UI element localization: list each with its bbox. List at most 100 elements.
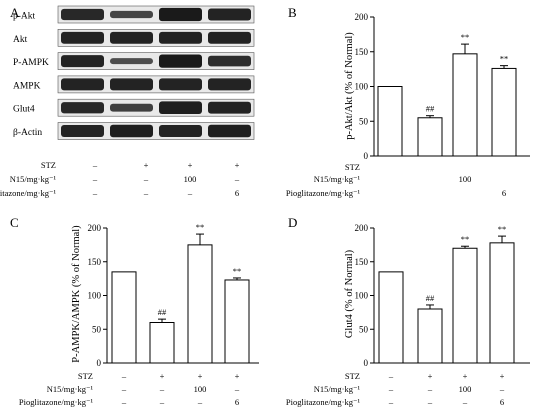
blot-label: AMPK <box>13 81 41 91</box>
blot-strips: p-Akt Akt P-AMPK AMPK Glut4 β-Actin <box>13 5 255 140</box>
condition-cell: 100 <box>184 174 197 184</box>
condition-cell: + <box>428 371 433 381</box>
panel-c-y-axis-label: P-AMPK/AMPK (% of Normal) <box>71 225 82 363</box>
condition-cell: 100 <box>459 174 472 184</box>
condition-cell: – <box>143 174 149 184</box>
condition-cell: – <box>187 188 193 198</box>
y-tick-label: 50 <box>359 324 369 334</box>
panel-b: B p-Akt/Akt (% of Normal) 0 50 100 150 200 ##… <box>286 5 530 198</box>
bar <box>187 244 213 364</box>
panel-d-y-axis-label: Glut4 (% of Normal) <box>344 249 355 338</box>
panel-c-chart: 0 50 100 150 200 ## ** ** STZ – + + + N15/mg·kg⁻¹ – – 10… <box>19 222 259 407</box>
blot-strip <box>57 5 255 24</box>
blot-band <box>110 58 153 65</box>
blot-band <box>61 8 104 21</box>
panel-a: A p-Akt Akt P-AMPK AMPK Glut4 β-Actin STZ – + + +… <box>0 5 255 198</box>
blot-strip <box>57 52 255 70</box>
condition-row-label: Pioglitazone/mg·kg⁻¹ <box>19 397 94 407</box>
panel-b-y-axis-label: p-Akt/Akt (% of Normal) <box>344 32 355 140</box>
bar <box>489 242 515 364</box>
blot-band <box>208 101 251 114</box>
condition-cell: – <box>121 397 127 407</box>
condition-cell: – <box>143 188 149 198</box>
condition-cell: 6 <box>500 397 504 407</box>
blot-band <box>110 103 153 112</box>
condition-row-label: N15/mg·kg⁻¹ <box>314 384 361 394</box>
condition-cell: – <box>388 371 394 381</box>
y-tick-label: 150 <box>355 47 369 57</box>
significance-label: ** <box>498 224 507 234</box>
blot-band <box>61 125 104 137</box>
condition-row-label: Pioglitazone/mg·kg⁻¹ <box>286 188 361 198</box>
blot-band <box>208 31 251 44</box>
y-tick-label: 150 <box>88 257 102 267</box>
condition-cell: – <box>92 188 98 198</box>
y-tick-label: 0 <box>364 358 369 368</box>
blot-label: Glut4 <box>13 105 35 115</box>
significance-label: ## <box>426 104 435 114</box>
condition-cell: – <box>121 384 127 394</box>
condition-cell: – <box>92 160 98 170</box>
y-tick-label: 150 <box>355 257 369 267</box>
blot-label: P-AMPK <box>13 58 49 68</box>
y-tick-label: 100 <box>355 291 369 301</box>
bar <box>452 247 478 364</box>
condition-cell: + <box>160 371 165 381</box>
blot-band <box>110 31 153 44</box>
y-tick-label: 0 <box>364 151 369 161</box>
blot-strip <box>57 122 255 140</box>
condition-cell: 100 <box>194 384 207 394</box>
condition-cell: – <box>159 397 165 407</box>
significance-label: ## <box>158 307 167 317</box>
significance-label: ** <box>500 54 509 64</box>
bar <box>417 117 443 157</box>
bar <box>377 86 403 157</box>
significance-label: ** <box>461 32 470 42</box>
blot-strip <box>57 75 255 94</box>
blot-band <box>208 8 251 21</box>
y-tick-label: 50 <box>92 324 102 334</box>
condition-row-label: STZ <box>345 162 360 172</box>
condition-cell: + <box>463 371 468 381</box>
condition-cell: – <box>427 397 433 407</box>
blot-band <box>61 102 104 114</box>
panel-a-condition-table: STZ – + + + N15/mg·kg⁻¹ – – 100 – Pioglitazone/mg·… <box>0 160 240 198</box>
condition-cell: 6 <box>235 188 239 198</box>
panel-a-letter: A <box>10 5 20 20</box>
condition-cell: 100 <box>459 384 472 394</box>
condition-cell: + <box>235 160 240 170</box>
condition-cell: + <box>144 160 149 170</box>
y-tick-label: 100 <box>355 82 369 92</box>
condition-row-label: Pioglitazone/mg·kg⁻¹ <box>0 188 56 198</box>
significance-label: ** <box>461 234 470 244</box>
condition-cell: + <box>198 371 203 381</box>
condition-cell: – <box>388 384 394 394</box>
condition-row-label: Pioglitazone/mg·kg⁻¹ <box>286 397 361 407</box>
y-tick-label: 200 <box>355 223 369 233</box>
condition-row-label: N15/mg·kg⁻¹ <box>47 384 94 394</box>
panel-b-chart: 0 50 100 150 200 ## ** ** STZ N15/mg·kg⁻¹ 100 Piogl… <box>286 12 530 198</box>
y-tick-label: 50 <box>359 116 369 126</box>
bar <box>111 271 137 364</box>
y-tick-label: 0 <box>97 358 102 368</box>
blot-strip <box>57 98 255 117</box>
condition-cell: – <box>499 384 505 394</box>
condition-cell: – <box>92 174 98 184</box>
blot-label: β-Actin <box>13 128 42 138</box>
blot-strip <box>57 28 255 47</box>
condition-row-label: N15/mg·kg⁻¹ <box>10 174 57 184</box>
blot-band <box>110 124 153 138</box>
condition-cell: – <box>462 397 468 407</box>
blot-band <box>159 101 202 114</box>
blot-band <box>159 54 202 68</box>
condition-cell: – <box>388 397 394 407</box>
y-tick-label: 100 <box>88 291 102 301</box>
blot-band <box>61 55 104 68</box>
bar <box>224 279 250 364</box>
blot-band <box>110 78 153 91</box>
blot-band <box>159 125 202 137</box>
condition-cell: – <box>121 371 127 381</box>
blot-band <box>159 31 202 44</box>
bar <box>417 308 443 364</box>
